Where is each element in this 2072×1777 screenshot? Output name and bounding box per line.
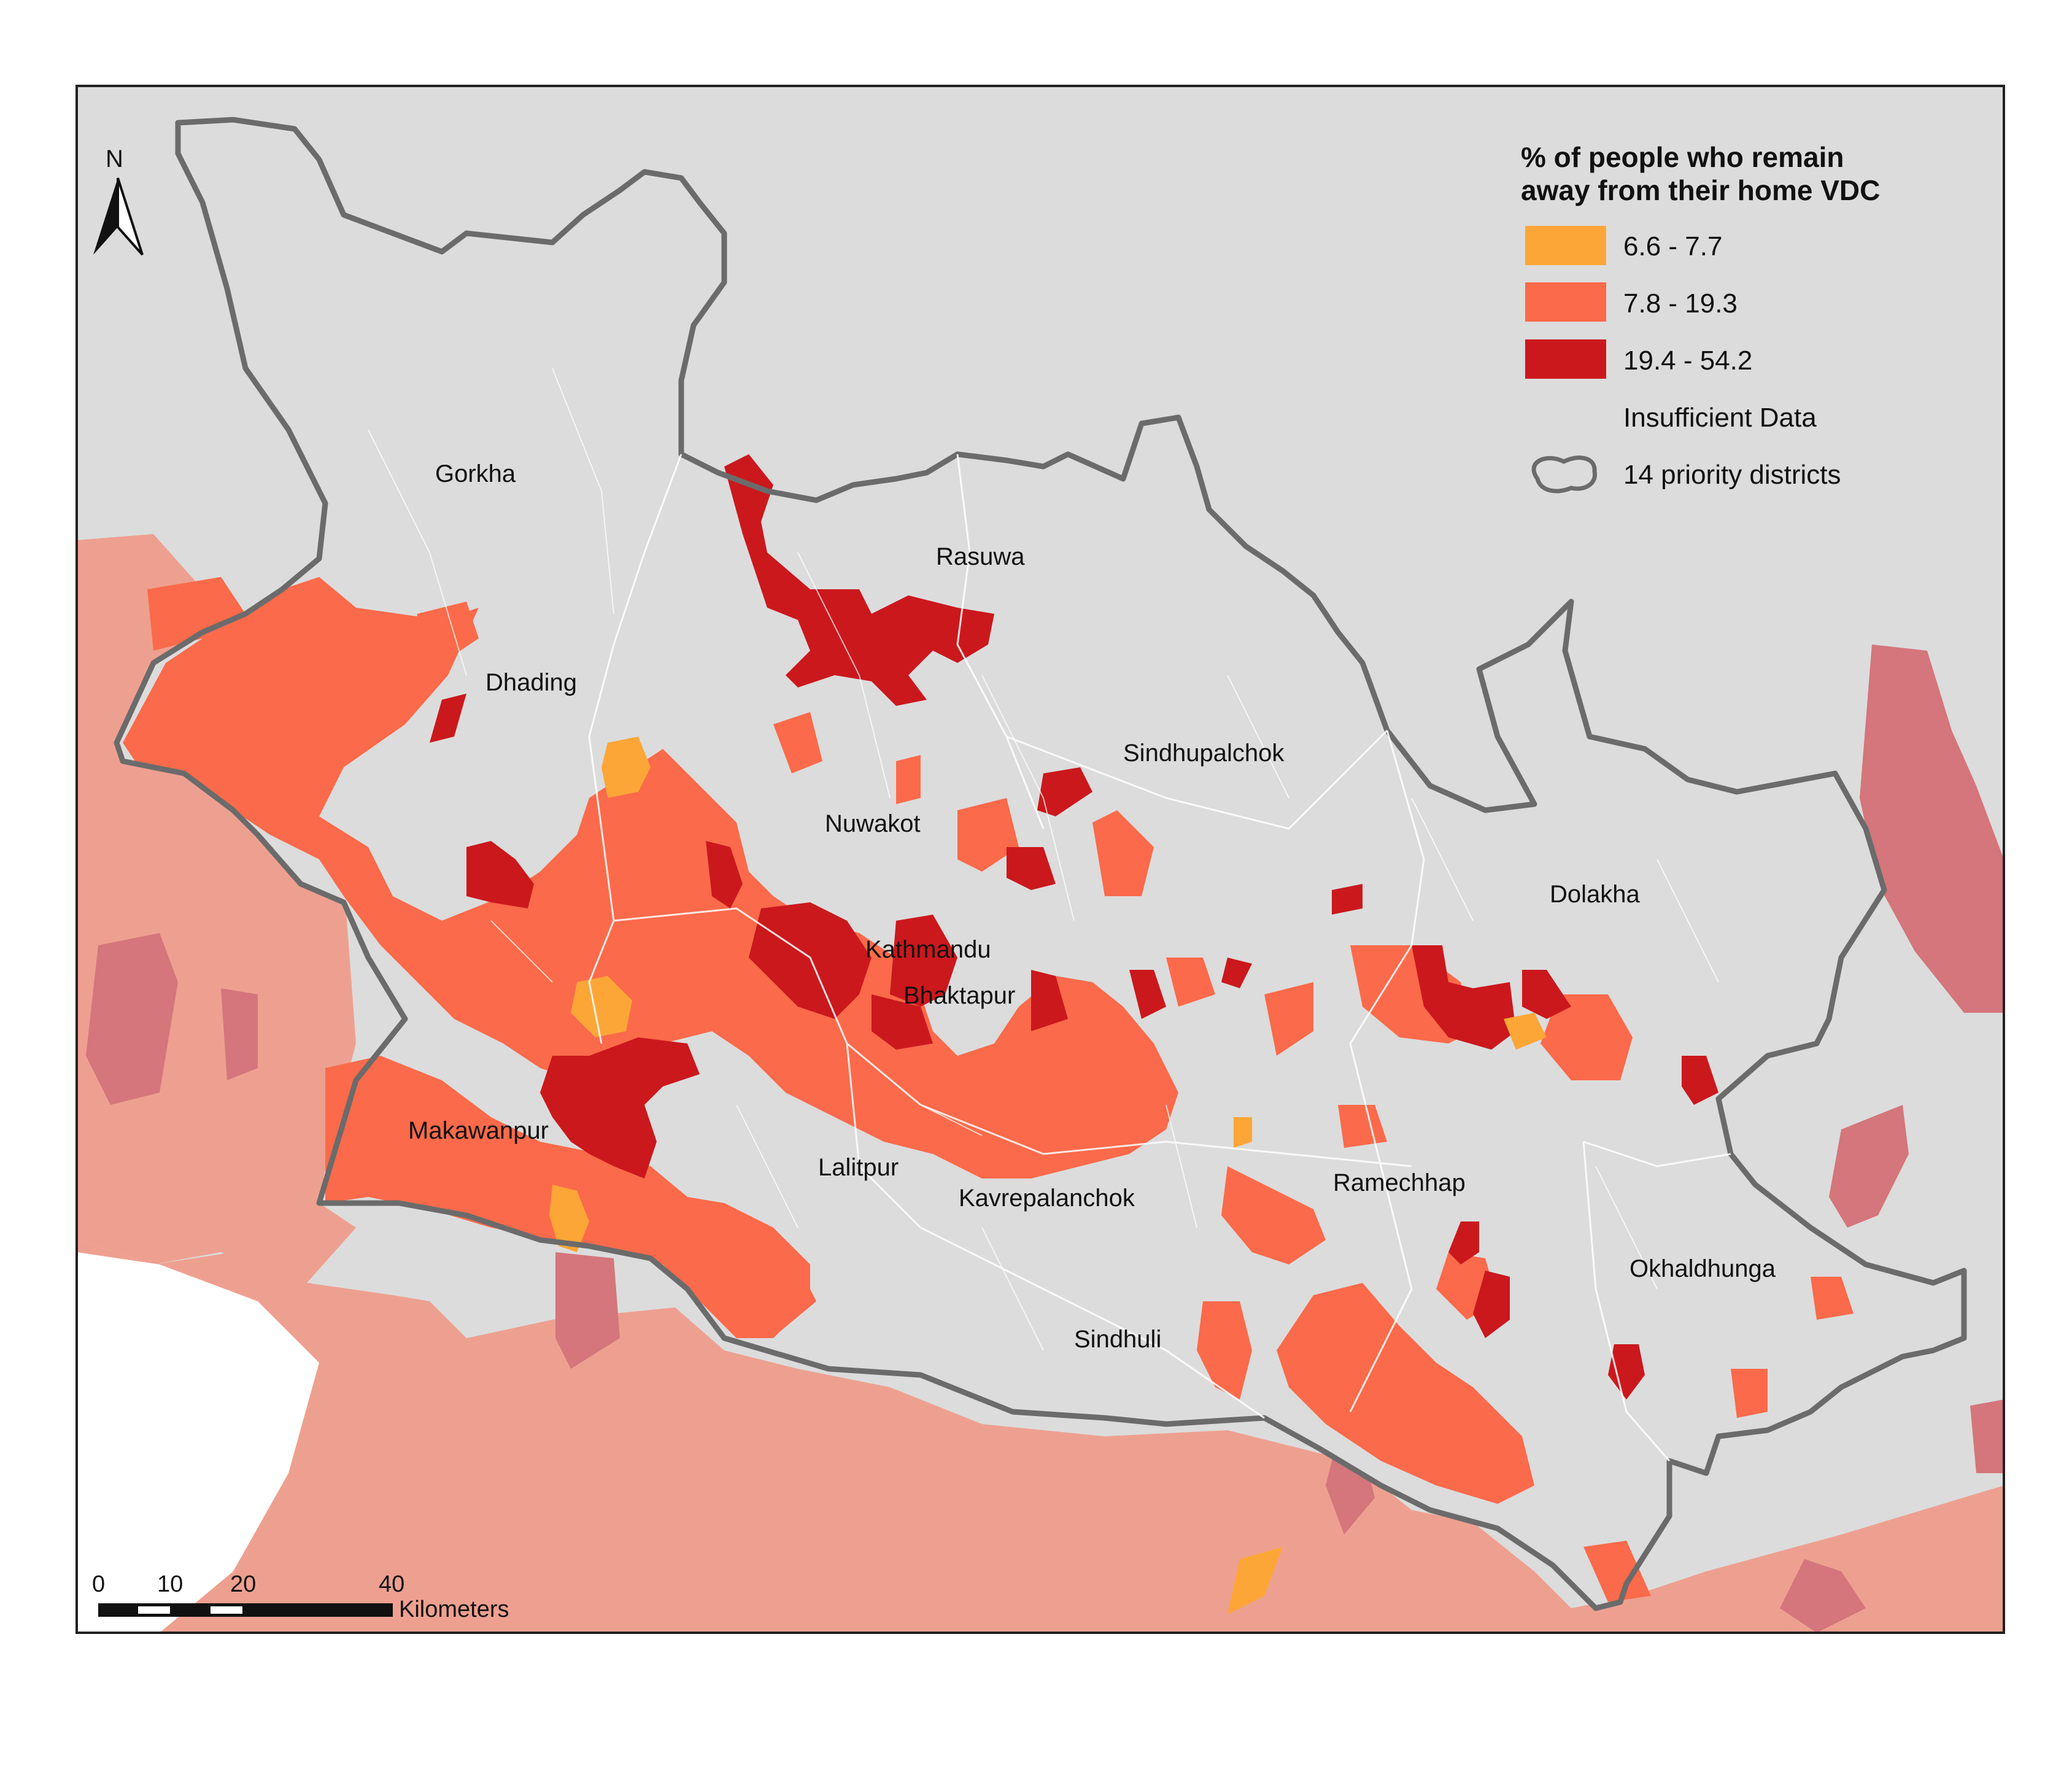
- legend-title-line2: away from their home VDC: [1521, 174, 1880, 206]
- vdc-boundaries: [368, 368, 1719, 1351]
- legend-swatch-high: [1525, 339, 1606, 379]
- legend-label-high: 19.4 - 54.2: [1623, 346, 1752, 376]
- district-label: Okhaldhunga: [1629, 1255, 1776, 1282]
- legend-swatch-insufficient: [1525, 397, 1606, 436]
- scale-tick-10: 10: [157, 1571, 183, 1597]
- district-label: Dhading: [485, 669, 577, 696]
- legend-label-districts: 14 priority districts: [1623, 460, 1841, 490]
- scale-tick-20: 20: [230, 1571, 256, 1597]
- vdc-class-low-patches: [549, 737, 1547, 1252]
- legend-label-mid: 7.8 - 19.3: [1623, 288, 1738, 319]
- legend: % of people who remain away from their h…: [1521, 141, 1880, 494]
- district-labels: Gorkha Rasuwa Dhading Sindhupalchok Nuwa…: [408, 460, 1776, 1353]
- district-label: Nuwakot: [825, 810, 921, 837]
- legend-swatch-low: [1525, 226, 1606, 265]
- district-label: Sindhupalchok: [1123, 740, 1285, 767]
- district-label: Kathmandu: [865, 936, 991, 963]
- district-label: Rasuwa: [936, 543, 1025, 570]
- district-label: Makawanpur: [408, 1117, 549, 1144]
- district-label: Lalitpur: [818, 1154, 899, 1181]
- district-boundaries: [588, 454, 1731, 1461]
- legend-swatch-mid: [1525, 282, 1606, 322]
- legend-label-insufficient: Insufficient Data: [1623, 403, 1817, 433]
- scale-unit: Kilometers: [399, 1597, 509, 1622]
- north-arrow-icon: N: [93, 145, 144, 256]
- scale-tick-0: 0: [92, 1571, 105, 1597]
- district-label: Dolakha: [1550, 881, 1641, 908]
- district-label: Ramechhap: [1333, 1169, 1466, 1196]
- legend-title-line1: % of people who remain: [1521, 141, 1844, 173]
- scale-bar: 0 10 20 40 Kilometers: [92, 1571, 509, 1622]
- priority-districts-boundary: [114, 117, 1967, 1611]
- district-label: Bhaktapur: [903, 982, 1015, 1009]
- district-outline-icon: [1531, 455, 1597, 494]
- district-label: Kavrepalanchok: [959, 1185, 1135, 1212]
- map-frame: [75, 85, 2005, 1634]
- outside-region-shading: [77, 534, 2004, 1633]
- north-label: N: [106, 145, 123, 172]
- scale-tick-40: 40: [379, 1571, 404, 1597]
- vdc-class-high-patches: [430, 454, 1718, 1400]
- legend-label-low: 6.6 - 7.7: [1623, 231, 1722, 261]
- district-label: Gorkha: [435, 460, 516, 487]
- district-label: Sindhuli: [1074, 1326, 1161, 1353]
